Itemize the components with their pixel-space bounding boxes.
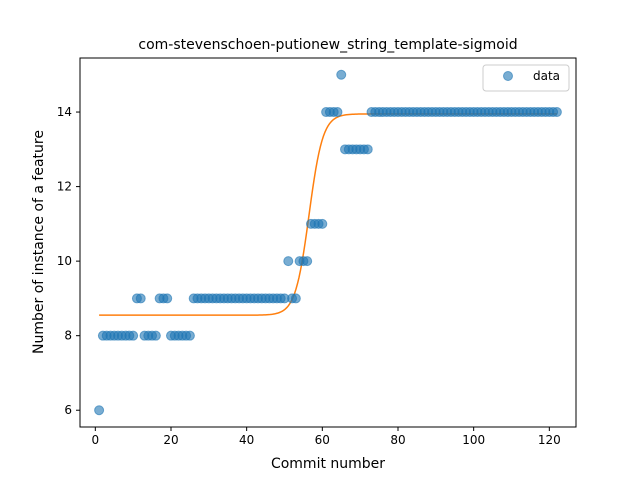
sigmoid-fit-line bbox=[99, 113, 557, 316]
legend-box bbox=[482, 64, 570, 92]
x-axis-ticks: 0 20 40 60 80 100 120 bbox=[92, 427, 561, 447]
y-tick-label: 14 bbox=[57, 105, 72, 119]
data-point bbox=[317, 218, 328, 229]
data-point bbox=[362, 144, 373, 155]
data-point bbox=[184, 330, 195, 341]
x-tick-label: 120 bbox=[538, 433, 561, 447]
legend-label-data: data bbox=[533, 69, 560, 83]
y-axis-ticks: 6 8 10 12 14 bbox=[57, 105, 80, 417]
data-point bbox=[150, 330, 161, 341]
data-point bbox=[135, 293, 146, 304]
x-tick-label: 80 bbox=[390, 433, 405, 447]
x-tick-label: 0 bbox=[92, 433, 100, 447]
data-point bbox=[290, 293, 301, 304]
data-point bbox=[162, 293, 173, 304]
data-point bbox=[94, 405, 105, 416]
data-point bbox=[128, 330, 139, 341]
y-tick-label: 6 bbox=[64, 403, 72, 417]
x-axis-label: Commit number bbox=[271, 456, 385, 472]
legend-marker-data bbox=[503, 71, 513, 81]
data-point bbox=[283, 256, 294, 267]
y-tick-label: 10 bbox=[57, 254, 72, 268]
y-tick-label: 8 bbox=[64, 329, 72, 343]
y-tick-label: 12 bbox=[57, 180, 72, 194]
plot-area bbox=[94, 69, 562, 416]
data-point bbox=[302, 256, 313, 267]
chart-title: com-stevenschoen-putionew_string_templat… bbox=[138, 37, 517, 53]
axes-frame bbox=[79, 57, 577, 428]
x-tick-label: 40 bbox=[239, 433, 254, 447]
data-point bbox=[551, 107, 562, 118]
x-tick-label: 100 bbox=[462, 433, 485, 447]
x-tick-label: 60 bbox=[315, 433, 330, 447]
x-tick-label: 20 bbox=[163, 433, 178, 447]
y-axis-label: Number of instance of a feature bbox=[31, 130, 47, 354]
legend: data bbox=[482, 64, 570, 92]
data-point bbox=[332, 107, 343, 118]
data-point bbox=[336, 69, 347, 80]
